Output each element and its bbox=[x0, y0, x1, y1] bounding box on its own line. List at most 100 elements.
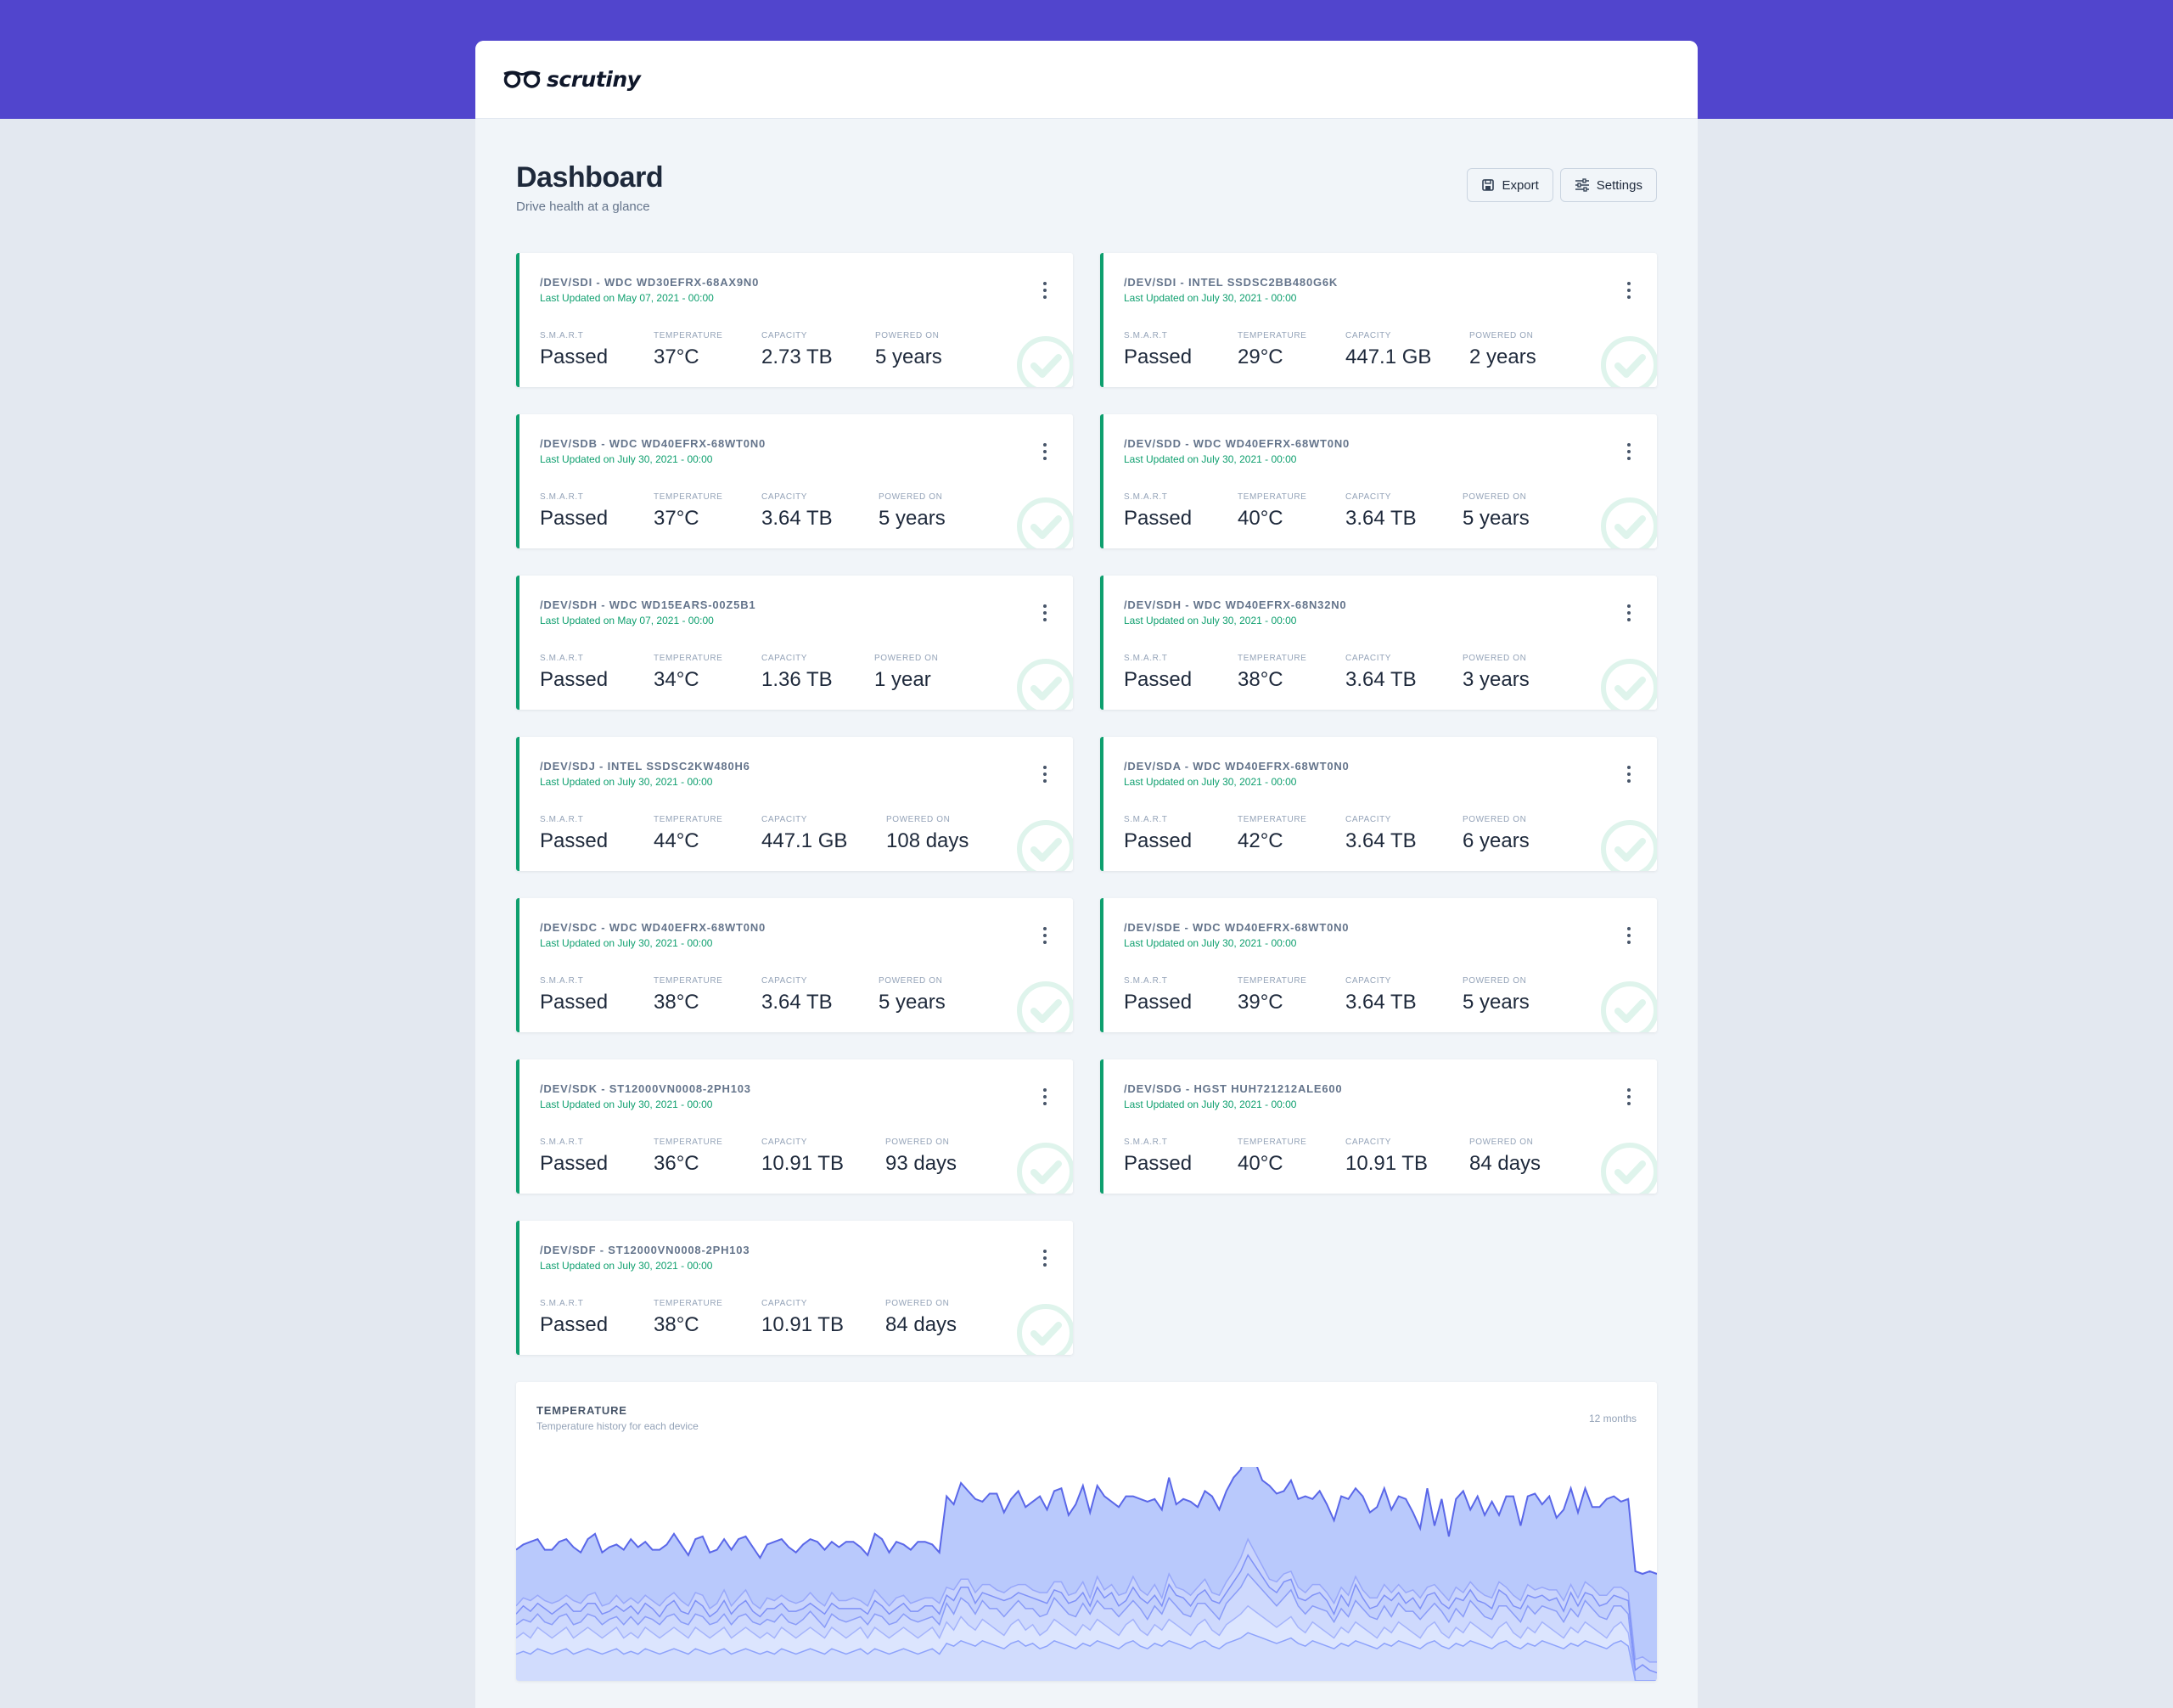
powered-on-value: 5 years bbox=[879, 507, 946, 530]
title-bar: Dashboard Drive health at a glance Expor… bbox=[516, 161, 1657, 253]
more-options-icon[interactable] bbox=[1041, 1088, 1049, 1105]
more-options-icon[interactable] bbox=[1041, 766, 1049, 783]
temperature-subtitle: Temperature history for each device bbox=[536, 1420, 699, 1432]
smart-stat: S.M.A.R.T Passed bbox=[1124, 492, 1192, 531]
powered-on-value: 5 years bbox=[1463, 991, 1530, 1014]
powered-on-stat: POWERED ON 5 years bbox=[875, 331, 942, 369]
settings-button[interactable]: Settings bbox=[1559, 168, 1657, 202]
more-options-icon[interactable] bbox=[1625, 766, 1633, 783]
capacity-label: CAPACITY bbox=[1345, 815, 1392, 824]
drive-last-updated: Last Updated on July 30, 2021 - 00:00 bbox=[1124, 776, 1297, 788]
temperature-label: TEMPERATURE bbox=[1238, 976, 1307, 986]
logo[interactable]: scrutiny bbox=[503, 67, 641, 92]
capacity-stat: CAPACITY 2.73 TB bbox=[761, 331, 833, 369]
drive-card[interactable]: /DEV/SDH - WDC WD15EARS-00Z5B1 Last Upda… bbox=[516, 576, 1073, 710]
smart-value: Passed bbox=[1124, 346, 1193, 368]
check-circle-icon bbox=[1017, 1143, 1073, 1194]
more-options-icon[interactable] bbox=[1625, 927, 1633, 944]
capacity-stat: CAPACITY 10.91 TB bbox=[761, 1138, 844, 1176]
smart-stat: S.M.A.R.T Passed bbox=[540, 815, 608, 853]
drive-last-updated: Last Updated on July 30, 2021 - 00:00 bbox=[1124, 292, 1297, 304]
more-options-icon[interactable] bbox=[1041, 1250, 1049, 1267]
powered-on-value: 5 years bbox=[875, 346, 942, 368]
export-button[interactable]: Export bbox=[1467, 168, 1553, 202]
smart-value: Passed bbox=[540, 346, 609, 368]
drive-last-updated: Last Updated on July 30, 2021 - 00:00 bbox=[540, 937, 713, 949]
drive-card[interactable]: /DEV/SDI - INTEL SSDSC2BB480G6K Last Upd… bbox=[1100, 253, 1657, 387]
capacity-label: CAPACITY bbox=[761, 1299, 808, 1308]
more-options-icon[interactable] bbox=[1041, 927, 1049, 944]
smart-stat: S.M.A.R.T Passed bbox=[1124, 654, 1192, 692]
check-circle-icon bbox=[1017, 1304, 1073, 1355]
temperature-stat: TEMPERATURE 37°C bbox=[654, 331, 722, 369]
capacity-stat: CAPACITY 3.64 TB bbox=[1345, 654, 1417, 692]
more-options-icon[interactable] bbox=[1625, 1088, 1633, 1105]
more-options-icon[interactable] bbox=[1041, 443, 1049, 460]
more-options-icon[interactable] bbox=[1625, 282, 1633, 299]
temperature-label: TEMPERATURE bbox=[1238, 1138, 1307, 1147]
drive-title: /DEV/SDF - ST12000VN0008-2PH103 bbox=[540, 1244, 750, 1256]
temperature-value: 44°C bbox=[654, 829, 699, 852]
temperature-series-line bbox=[516, 1632, 1657, 1681]
capacity-label: CAPACITY bbox=[1345, 331, 1392, 340]
check-circle-icon bbox=[1017, 820, 1073, 871]
drive-card[interactable]: /DEV/SDB - WDC WD40EFRX-68WT0N0 Last Upd… bbox=[516, 414, 1073, 548]
sliders-icon bbox=[1575, 178, 1589, 192]
temperature-series-area bbox=[516, 1605, 1657, 1681]
check-circle-icon bbox=[1601, 659, 1657, 710]
temperature-range-selector[interactable]: 12 months bbox=[1588, 1413, 1637, 1424]
capacity-label: CAPACITY bbox=[1345, 976, 1392, 986]
powered-on-label: POWERED ON bbox=[879, 976, 943, 986]
drive-card[interactable]: /DEV/SDC - WDC WD40EFRX-68WT0N0 Last Upd… bbox=[516, 898, 1073, 1032]
drive-last-updated: Last Updated on July 30, 2021 - 00:00 bbox=[540, 1098, 713, 1110]
smart-value: Passed bbox=[1124, 668, 1193, 691]
capacity-value: 1.36 TB bbox=[761, 668, 833, 691]
temperature-stat: TEMPERATURE 29°C bbox=[1238, 331, 1306, 369]
capacity-stat: CAPACITY 447.1 GB bbox=[1345, 331, 1431, 369]
capacity-value: 10.91 TB bbox=[761, 1152, 844, 1175]
drive-title: /DEV/SDI - INTEL SSDSC2BB480G6K bbox=[1124, 276, 1339, 289]
temperature-value: 38°C bbox=[654, 1313, 699, 1336]
more-options-icon[interactable] bbox=[1625, 604, 1633, 621]
powered-on-stat: POWERED ON 3 years bbox=[1463, 654, 1530, 692]
temperature-value: 36°C bbox=[654, 1152, 699, 1175]
app-name: scrutiny bbox=[547, 67, 641, 92]
capacity-value: 3.64 TB bbox=[1345, 829, 1417, 852]
page-actions: Export Settings bbox=[1467, 168, 1657, 202]
drive-card[interactable]: /DEV/SDI - WDC WD30EFRX-68AX9N0 Last Upd… bbox=[516, 253, 1073, 387]
drive-title: /DEV/SDG - HGST HUH721212ALE600 bbox=[1124, 1082, 1343, 1095]
more-options-icon[interactable] bbox=[1041, 604, 1049, 621]
capacity-stat: CAPACITY 10.91 TB bbox=[761, 1299, 844, 1337]
powered-on-stat: POWERED ON 108 days bbox=[886, 815, 969, 853]
drive-card[interactable]: /DEV/SDF - ST12000VN0008-2PH103 Last Upd… bbox=[516, 1221, 1073, 1355]
powered-on-value: 2 years bbox=[1469, 346, 1536, 368]
more-options-icon[interactable] bbox=[1625, 443, 1633, 460]
capacity-stat: CAPACITY 3.64 TB bbox=[1345, 976, 1417, 1014]
temperature-label: TEMPERATURE bbox=[654, 492, 723, 502]
smart-stat: S.M.A.R.T Passed bbox=[540, 976, 608, 1014]
powered-on-value: 6 years bbox=[1463, 829, 1530, 852]
check-circle-icon bbox=[1017, 659, 1073, 710]
check-circle-icon bbox=[1601, 336, 1657, 387]
drive-card[interactable]: /DEV/SDD - WDC WD40EFRX-68WT0N0 Last Upd… bbox=[1100, 414, 1657, 548]
drive-card[interactable]: /DEV/SDE - WDC WD40EFRX-68WT0N0 Last Upd… bbox=[1100, 898, 1657, 1032]
capacity-label: CAPACITY bbox=[1345, 654, 1392, 663]
temperature-stat: TEMPERATURE 37°C bbox=[654, 492, 722, 531]
drive-card[interactable]: /DEV/SDA - WDC WD40EFRX-68WT0N0 Last Upd… bbox=[1100, 737, 1657, 871]
more-options-icon[interactable] bbox=[1041, 282, 1049, 299]
drive-card[interactable]: /DEV/SDJ - INTEL SSDSC2KW480H6 Last Upda… bbox=[516, 737, 1073, 871]
temperature-series-line bbox=[516, 1604, 1657, 1681]
drive-last-updated: Last Updated on July 30, 2021 - 00:00 bbox=[540, 1260, 713, 1272]
powered-on-label: POWERED ON bbox=[875, 331, 940, 340]
check-circle-icon bbox=[1017, 336, 1073, 387]
smart-label: S.M.A.R.T bbox=[540, 1299, 584, 1308]
drive-card[interactable]: /DEV/SDK - ST12000VN0008-2PH103 Last Upd… bbox=[516, 1059, 1073, 1194]
smart-stat: S.M.A.R.T Passed bbox=[1124, 1138, 1192, 1176]
drive-card[interactable]: /DEV/SDH - WDC WD40EFRX-68N32N0 Last Upd… bbox=[1100, 576, 1657, 710]
save-icon bbox=[1482, 179, 1495, 191]
glasses-icon bbox=[503, 70, 541, 88]
capacity-stat: CAPACITY 1.36 TB bbox=[761, 654, 833, 692]
drive-card[interactable]: /DEV/SDG - HGST HUH721212ALE600 Last Upd… bbox=[1100, 1059, 1657, 1194]
capacity-label: CAPACITY bbox=[1345, 1138, 1392, 1147]
capacity-stat: CAPACITY 447.1 GB bbox=[761, 815, 847, 853]
